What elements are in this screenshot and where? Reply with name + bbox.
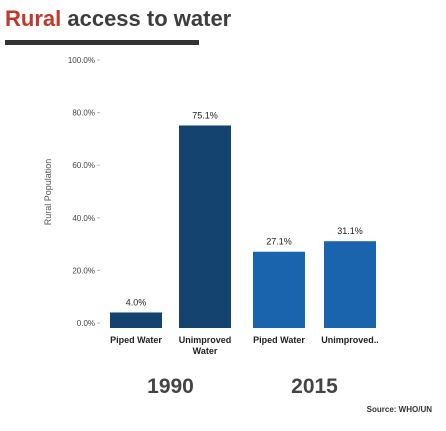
data-label: 31.1% bbox=[337, 226, 363, 236]
category-label: Piped Water bbox=[253, 335, 305, 345]
y-tick-label: 80.0% bbox=[72, 109, 95, 118]
bar bbox=[253, 251, 305, 328]
category-label: Water bbox=[193, 346, 218, 356]
y-tick-label: 0.0% bbox=[77, 319, 95, 328]
chart-title: Rural access to water bbox=[5, 6, 231, 32]
data-label: 4.0% bbox=[126, 297, 147, 307]
y-tick-label: 20.0% bbox=[72, 266, 95, 275]
y-axis-label: Rural Population bbox=[43, 159, 53, 226]
data-label: 75.1% bbox=[192, 110, 218, 120]
year-label: 2015 bbox=[291, 375, 338, 398]
title-underline bbox=[5, 40, 199, 45]
bar bbox=[324, 241, 376, 328]
year-label: 1990 bbox=[147, 375, 194, 398]
source-note: Source: WHO/UN bbox=[366, 405, 432, 414]
y-tick-label: 40.0% bbox=[72, 214, 95, 223]
category-label: Piped Water bbox=[110, 335, 162, 345]
category-label: Unimproved bbox=[179, 335, 232, 345]
bar bbox=[179, 125, 231, 328]
category-label: Unimproved.. bbox=[321, 335, 379, 345]
chart-title-accent: Rural bbox=[5, 6, 62, 31]
y-tick-label: 60.0% bbox=[72, 161, 95, 170]
bar bbox=[110, 312, 162, 328]
chart-title-rest: access to water bbox=[61, 6, 232, 31]
y-tick-label: 100.0% bbox=[68, 56, 95, 65]
data-label: 27.1% bbox=[266, 237, 292, 247]
